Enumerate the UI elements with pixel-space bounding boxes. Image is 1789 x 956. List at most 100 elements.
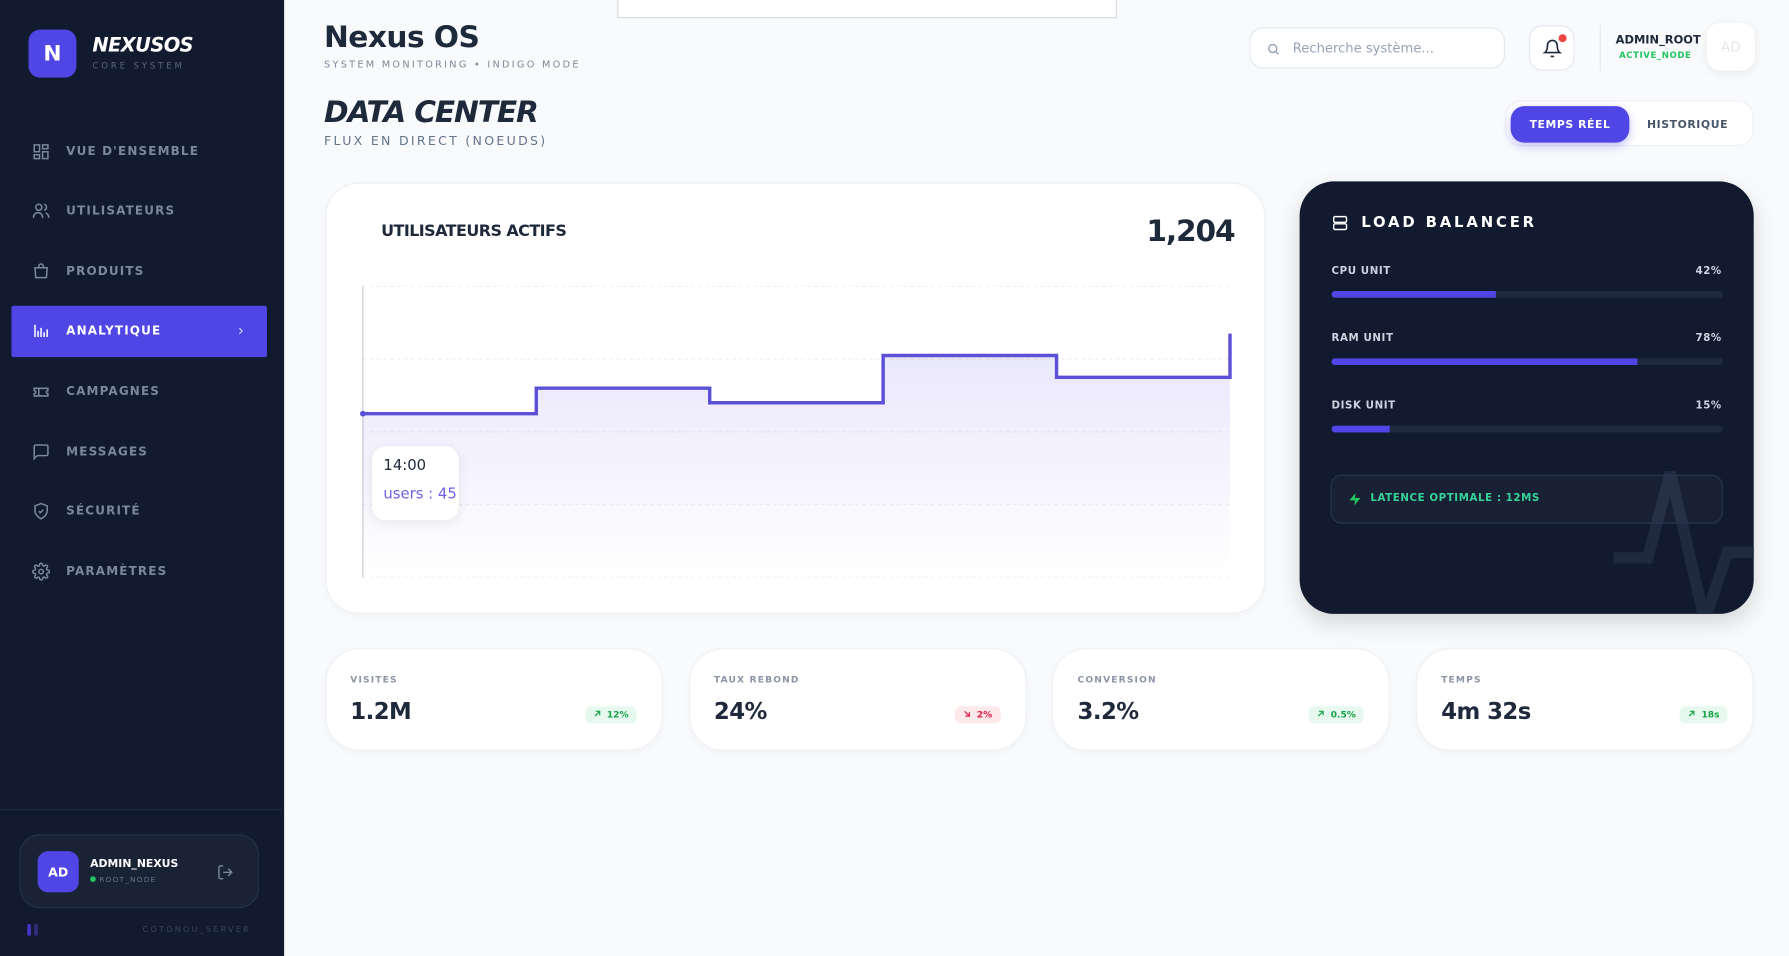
server-name: COTONOU_SERVER	[142, 925, 252, 935]
tooltip-value: users : 45	[383, 486, 457, 504]
trend-icon	[594, 710, 601, 717]
nav-item[interactable]: CAMPAGNES	[11, 366, 267, 417]
stat-change: 18s	[1679, 706, 1728, 724]
unit-bar	[1331, 358, 1637, 366]
change-text: 18s	[1701, 709, 1720, 720]
line	[362, 333, 1232, 416]
lb-title: LOAD BALANCER	[1361, 214, 1537, 232]
chevron	[238, 327, 244, 335]
avatar[interactable]: AD	[1706, 22, 1755, 71]
user-status: ACTIVE_NODE	[1619, 50, 1692, 61]
unit-value: 78%	[1695, 333, 1722, 345]
tab[interactable]: TEMPS RÉEL	[1510, 106, 1630, 143]
tabs: TEMPS RÉEL HISTORIQUE	[1504, 100, 1754, 147]
latency-text: LATENCE OPTIMALE : 12MS	[1370, 492, 1540, 505]
nav-item[interactable]: SÉCURITÉ	[11, 486, 267, 537]
unit-name: RAM UNIT	[1331, 333, 1394, 345]
user-name: ADMIN_NEXUS	[90, 858, 179, 871]
tooltip-time: 14:00	[383, 457, 427, 475]
nav-icon	[33, 443, 49, 460]
chart-title: UTILISATEURS ACTIFS	[381, 222, 567, 241]
status-dot	[90, 876, 96, 882]
nav-label: ANALYTIQUE	[66, 324, 162, 339]
logout-icon[interactable]	[217, 864, 234, 881]
stat-value: 3.2%	[1077, 697, 1140, 725]
brand-tagline: CORE SYSTEM	[92, 60, 185, 71]
user-card[interactable]: AD ADMIN_NEXUS ROOT_NODE	[19, 834, 260, 909]
unit-track	[1331, 358, 1723, 366]
nav-item[interactable]: PRODUITS	[11, 246, 267, 297]
stat-label: TEMPS	[1441, 674, 1482, 685]
signal	[27, 924, 31, 936]
icon-path	[33, 443, 49, 460]
trend-icon	[1318, 710, 1324, 717]
chart	[359, 285, 1232, 578]
active-point	[359, 410, 366, 417]
stat-label: TAUX REBOND	[713, 674, 800, 685]
nav-label: PARAMÈTRES	[66, 564, 168, 579]
tooltip: 14:00 users : 45	[371, 446, 459, 521]
nav-icon	[32, 203, 50, 219]
nav-icon	[34, 262, 48, 279]
stat-card: VISITES 1.2M 12%	[325, 648, 663, 751]
icon-path	[1318, 710, 1324, 717]
nav-item[interactable]: VUE D'ENSEMBLE	[11, 126, 267, 177]
brand-name: NEXUSOS	[92, 34, 194, 58]
icon-path	[964, 710, 971, 717]
nav-item[interactable]: UTILISATEURS	[11, 186, 267, 237]
nav-label: SÉCURITÉ	[66, 504, 141, 519]
nav-icon	[34, 325, 48, 338]
stat-card: CONVERSION 3.2% 0.5%	[1052, 648, 1391, 751]
popup-edge	[617, 0, 1118, 19]
sidebar: N NEXUSOS CORE SYSTEM VUE D'ENSEMBLE UTIL…	[0, 0, 285, 956]
unit-track	[1331, 290, 1723, 298]
change-text: 0.5%	[1330, 709, 1356, 720]
notifications[interactable]	[1528, 25, 1575, 71]
divider	[1599, 25, 1601, 71]
stat-value: 4m 32s	[1441, 697, 1531, 725]
nav-icon	[32, 562, 51, 581]
chart-card: UTILISATEURS ACTIFS 1,204 14:00 users : …	[325, 182, 1266, 614]
trend-icon	[964, 710, 971, 717]
icon-path	[32, 562, 51, 581]
badge	[1558, 34, 1567, 43]
tab[interactable]: HISTORIQUE	[1647, 118, 1729, 131]
stat-card: TAUX REBOND 24% 2%	[688, 648, 1027, 751]
unit-bar	[1331, 425, 1391, 433]
icon-path	[34, 502, 48, 520]
nav-item[interactable]: PARAMÈTRES	[11, 546, 267, 597]
bolt-icon	[1349, 493, 1361, 506]
icon-path	[32, 203, 50, 219]
stat-label: VISITES	[350, 674, 398, 685]
area	[362, 333, 1230, 578]
section-subtitle: FLUX EN DIRECT (NOEUDS)	[324, 133, 548, 149]
load-balancer: LOAD BALANCER LATENCE OPTIMALE : 12MS CP…	[1299, 181, 1754, 614]
change-text: 12%	[606, 709, 629, 720]
page-title: Nexus OS	[324, 20, 480, 55]
unit-bar	[1331, 290, 1496, 298]
nav-label: VUE D'ENSEMBLE	[66, 144, 200, 159]
icon-path	[34, 262, 48, 279]
trend-icon	[1688, 710, 1695, 717]
stat-value: 1.2M	[350, 697, 412, 725]
unit-name: DISK UNIT	[1331, 400, 1396, 412]
stat-value: 24%	[713, 697, 767, 725]
icon-path	[1688, 710, 1695, 717]
nav-label: UTILISATEURS	[66, 204, 176, 219]
bell-icon	[1542, 39, 1563, 58]
nav-label: MESSAGES	[66, 444, 149, 459]
pulse-icon	[1613, 470, 1754, 614]
signal	[34, 924, 38, 936]
stat-change: 2%	[955, 706, 1001, 724]
nav-icon	[34, 502, 48, 520]
icon-path	[34, 325, 48, 338]
stat-change: 12%	[585, 706, 637, 724]
icon-path	[33, 143, 49, 159]
page-subtitle: SYSTEM MONITORING • INDIGO MODE	[324, 59, 581, 71]
nav-item[interactable]: ANALYTIQUE	[11, 305, 267, 357]
nav-label: PRODUITS	[66, 264, 145, 279]
search-box[interactable]: Recherche système...	[1249, 27, 1505, 69]
divider	[0, 808, 285, 811]
nav-icon	[33, 143, 49, 159]
nav-item[interactable]: MESSAGES	[11, 426, 267, 477]
